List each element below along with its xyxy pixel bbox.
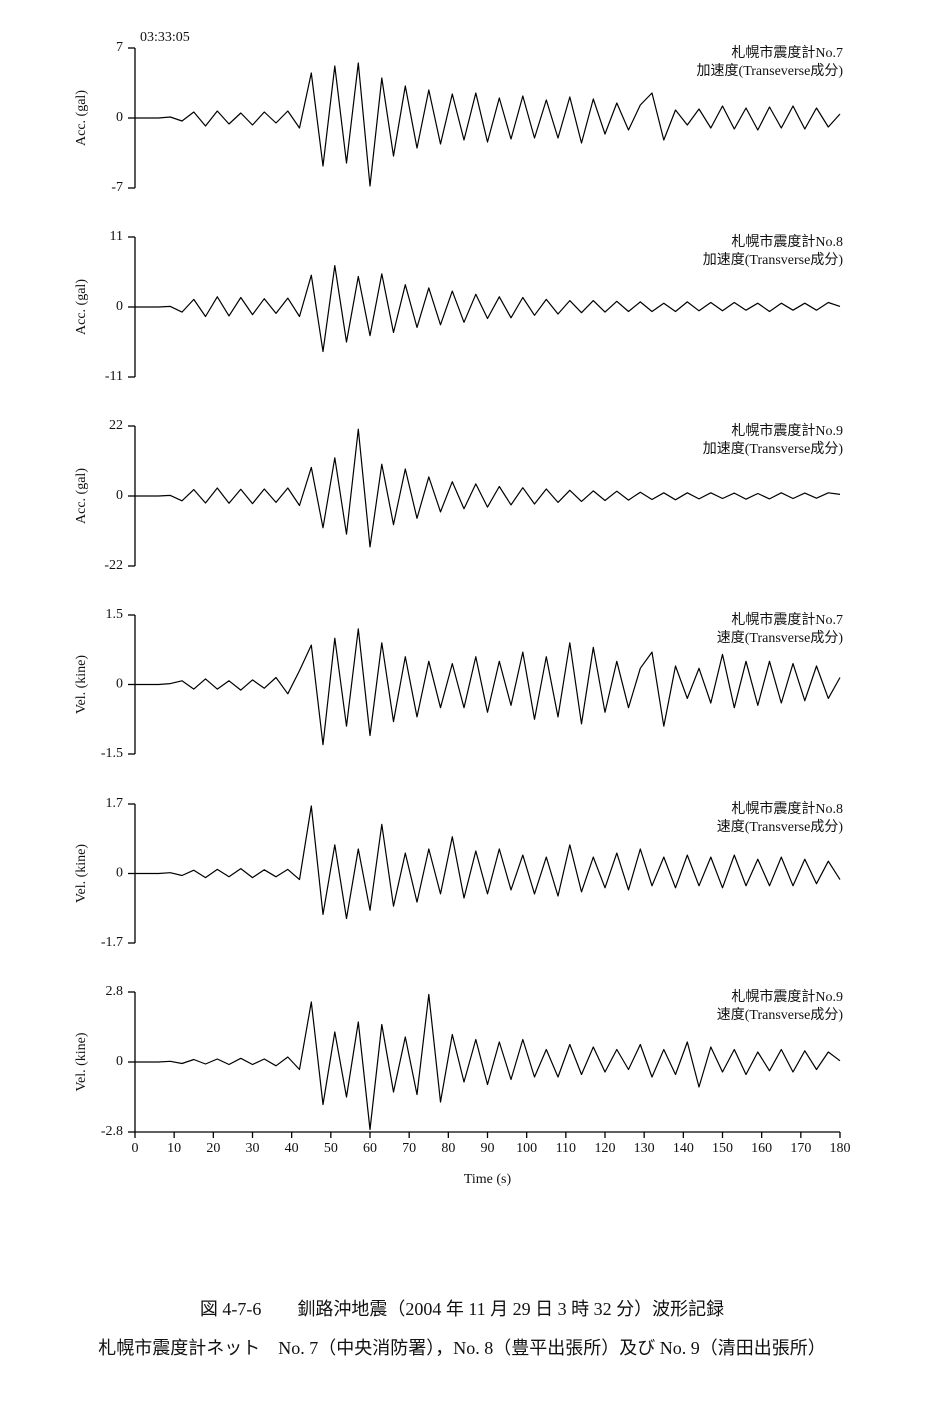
x-tick-label: 20 — [206, 1141, 220, 1156]
annotation: 速度(Transverse成分) — [717, 819, 844, 835]
y-axis-label: Vel. (kine) — [74, 844, 89, 903]
x-tick-label: 90 — [481, 1141, 495, 1156]
y-tick-label: -22 — [104, 558, 123, 573]
y-axis-label: Acc. (gal) — [74, 468, 89, 524]
y-tick-label: 11 — [110, 229, 123, 244]
y-tick-label: 1.7 — [106, 796, 124, 811]
annotation: 札幌市震度計No.9 — [731, 988, 843, 1005]
y-tick-label: 0 — [116, 488, 123, 503]
x-tick-label: 140 — [673, 1141, 694, 1156]
waveform — [135, 62, 841, 187]
y-tick-label: 0 — [116, 866, 123, 881]
x-tick-label: 170 — [790, 1141, 811, 1156]
x-tick-label: 10 — [167, 1141, 181, 1156]
annotation: 札幌市震度計No.8 — [731, 800, 843, 817]
y-tick-label: 22 — [109, 418, 123, 433]
y-tick-label: 0 — [116, 110, 123, 125]
y-tick-label: 0 — [116, 299, 123, 314]
y-tick-label: 2.8 — [106, 984, 124, 999]
y-tick-label: 7 — [116, 40, 123, 55]
waveform — [135, 265, 841, 353]
caption-line: 図 4-7-6 釧路沖地震（2004 年 11 月 29 日 3 時 32 分）… — [200, 1299, 724, 1319]
annotation: 速度(Transverse成分) — [717, 1007, 844, 1023]
annotation: 札幌市震度計No.8 — [731, 233, 843, 250]
y-tick-label: 0 — [116, 1054, 123, 1069]
x-tick-label: 120 — [595, 1141, 616, 1156]
x-axis-label: Time (s) — [464, 1172, 512, 1187]
annotation: 加速度(Transverse成分) — [703, 441, 844, 457]
annotation: 札幌市震度計No.9 — [731, 422, 843, 439]
waveform — [135, 993, 841, 1131]
x-tick-label: 80 — [441, 1141, 455, 1156]
waveform — [135, 805, 841, 920]
x-tick-label: 40 — [285, 1141, 299, 1156]
annotation: 加速度(Transverse成分) — [703, 252, 844, 268]
x-tick-label: 50 — [324, 1141, 338, 1156]
x-tick-label: 180 — [830, 1141, 851, 1156]
annotation: 札幌市震度計No.7 — [731, 611, 843, 628]
x-tick-label: 130 — [634, 1141, 655, 1156]
annotation: 速度(Transverse成分) — [717, 630, 844, 646]
x-tick-label: 110 — [556, 1141, 576, 1156]
y-tick-label: 0 — [116, 677, 123, 692]
x-tick-label: 30 — [246, 1141, 260, 1156]
x-tick-label: 160 — [751, 1141, 772, 1156]
waveform — [135, 628, 841, 746]
y-tick-label: -2.8 — [101, 1124, 123, 1139]
y-tick-label: -11 — [105, 369, 123, 384]
waveform — [135, 428, 841, 548]
y-tick-label: 1.5 — [106, 607, 124, 622]
timestamp: 03:33:05 — [140, 30, 190, 45]
caption-line: 札幌市震度計ネット No. 7（中央消防署），No. 8（豊平出張所）及び No… — [98, 1338, 826, 1358]
x-tick-label: 100 — [516, 1141, 537, 1156]
y-axis-label: Acc. (gal) — [74, 90, 89, 146]
y-tick-label: -1.7 — [101, 935, 123, 950]
y-tick-label: -7 — [111, 180, 123, 195]
y-axis-label: Vel. (kine) — [74, 1032, 89, 1091]
x-tick-label: 70 — [402, 1141, 416, 1156]
x-tick-label: 150 — [712, 1141, 733, 1156]
annotation: 札幌市震度計No.7 — [731, 44, 843, 61]
y-axis-label: Vel. (kine) — [74, 655, 89, 714]
y-tick-label: -1.5 — [101, 746, 123, 761]
x-tick-label: 60 — [363, 1141, 377, 1156]
annotation: 加速度(Transeverse成分) — [697, 63, 844, 79]
y-axis-label: Acc. (gal) — [74, 279, 89, 335]
x-tick-label: 0 — [132, 1141, 139, 1156]
